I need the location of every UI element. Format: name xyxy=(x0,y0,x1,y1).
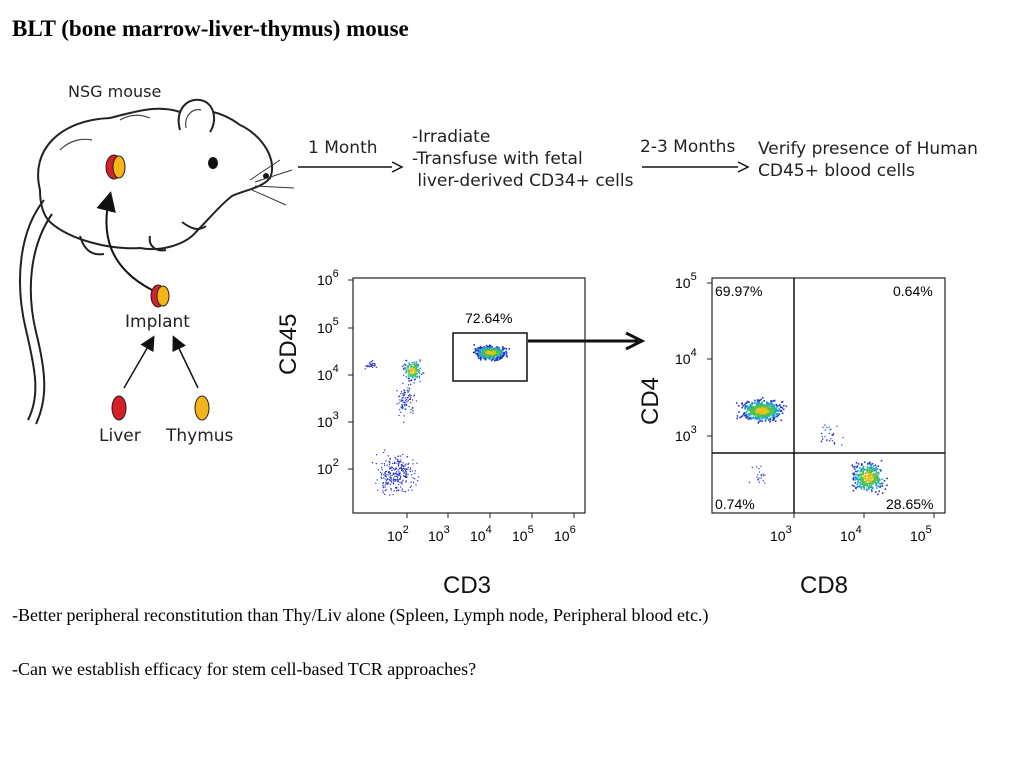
mouse-illustration xyxy=(19,98,295,425)
plot1-x-tick: 103 xyxy=(428,524,450,544)
arrow-step1 xyxy=(298,161,404,173)
cd45-vs-cd3-plot: 72.64% 102 103 104 105 106 106 105 104 103 102 xyxy=(317,268,586,544)
plot2-y-tick: 103 xyxy=(675,424,697,444)
step2-result: Verify presence of Human CD45+ blood cel… xyxy=(758,138,978,182)
plot2-events xyxy=(735,397,888,496)
step1-line-3: liver-derived CD34+ cells xyxy=(412,171,634,191)
plot2-xlabel: CD8 xyxy=(800,572,849,599)
slide-title: BLT (bone marrow-liver-thymus) mouse xyxy=(12,16,409,41)
thymus-icon xyxy=(194,395,210,421)
plot1-frame xyxy=(352,277,586,514)
plot1-events xyxy=(364,344,510,496)
plot1-gate xyxy=(452,332,528,382)
step1-line-1: -Irradiate xyxy=(412,127,491,147)
arrow-thymus-to-implant xyxy=(172,335,199,389)
liver-icon xyxy=(111,395,127,421)
plot2-x-ticks: 103 104 105 xyxy=(770,513,935,544)
step2-line-2: CD45+ blood cells xyxy=(758,161,915,181)
plot1-x-tick: 106 xyxy=(554,524,576,544)
plot1-y-tick: 104 xyxy=(317,363,339,383)
plot2-q-lower-right: 28.65% xyxy=(886,496,933,512)
plot1-y-tick: 105 xyxy=(317,316,339,336)
implant-diagram xyxy=(96,154,210,421)
plot2-x-tick: 103 xyxy=(770,524,792,544)
step2-time: 2-3 Months xyxy=(640,137,736,157)
arrow-step2 xyxy=(642,161,750,173)
arrow-implant-to-mouse xyxy=(96,191,153,291)
plot1-x-tick: 102 xyxy=(387,524,409,544)
plot2-y-tick: 104 xyxy=(675,347,697,367)
note-1: -Better peripheral reconstitution than T… xyxy=(12,605,709,625)
gate-arrow xyxy=(528,331,646,351)
implant-organ-icon xyxy=(150,284,170,308)
plot1-gate-percent: 72.64% xyxy=(465,310,512,326)
mouse-label: NSG mouse xyxy=(68,82,162,101)
cd4-vs-cd8-plot: 69.97% 0.64% 0.74% 28.65% 103 104 105 1051… xyxy=(675,271,946,544)
plot1-y-ticks: 106 105 104 103 102 xyxy=(317,268,353,477)
plot2-y-ticks: 105 104 103 xyxy=(675,271,712,444)
plot2-q-upper-right: 0.64% xyxy=(893,283,933,299)
step1-actions: -Irradiate -Transfuse with fetal liver-d… xyxy=(412,126,633,192)
note-2: -Can we establish efficacy for stem cell… xyxy=(12,659,477,679)
plot2-y-tick: 105 xyxy=(675,271,697,291)
plot1-y-tick: 102 xyxy=(317,457,339,477)
implanted-organ-icon xyxy=(105,154,126,180)
plot2-x-tick: 105 xyxy=(910,524,932,544)
thymus-label: Thymus xyxy=(166,426,234,446)
plot2-q-upper-left: 69.97% xyxy=(715,283,762,299)
plot1-x-tick: 105 xyxy=(512,524,534,544)
plot1-y-tick: 103 xyxy=(317,410,339,430)
plot2-frame xyxy=(711,277,946,514)
plot1-x-tick: 104 xyxy=(470,524,492,544)
liver-label: Liver xyxy=(99,426,141,446)
plot2-q-lower-left: 0.74% xyxy=(715,496,755,512)
plot2-ylabel: CD4 xyxy=(637,376,664,425)
plot1-y-tick: 106 xyxy=(317,268,339,288)
step1-line-2: -Transfuse with fetal xyxy=(412,149,583,169)
plot1-xlabel: CD3 xyxy=(443,572,492,599)
plot2-x-tick: 104 xyxy=(840,524,862,544)
arrow-liver-to-implant xyxy=(123,335,155,389)
implant-label: Implant xyxy=(125,312,190,332)
step2-line-1: Verify presence of Human xyxy=(758,139,978,159)
plot1-ylabel: CD45 xyxy=(275,313,302,375)
step1-time: 1 Month xyxy=(308,138,378,158)
plot1-x-ticks: 102 103 104 105 106 xyxy=(387,513,576,544)
